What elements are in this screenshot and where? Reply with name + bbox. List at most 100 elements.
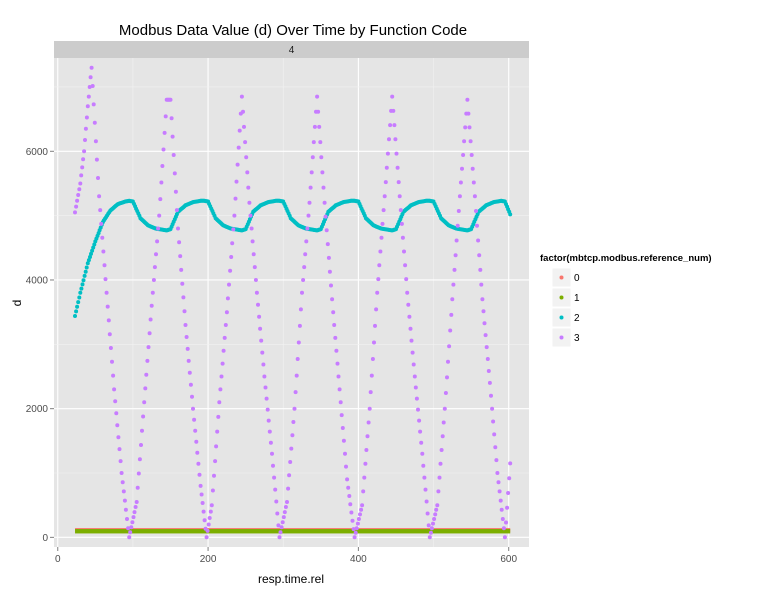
data-point [119,471,124,475]
data-point [270,451,274,456]
data-point [500,517,505,521]
data-point [213,459,218,464]
data-point [91,102,96,107]
facet-strip [54,41,529,58]
data-point [152,265,157,270]
data-point [115,423,120,428]
data-point [375,290,380,295]
data-point [484,345,489,350]
data-point [90,248,95,253]
data-point [195,450,200,455]
data-point [332,323,337,327]
data-point [306,213,311,218]
data-point [417,418,422,423]
data-point [372,340,376,345]
data-point [348,502,353,507]
data-point [137,457,142,462]
data-point [355,521,360,526]
data-point [403,263,408,268]
legend-swatch [559,295,564,300]
data-point [81,157,86,162]
data-point [200,501,205,505]
data-point [275,511,280,516]
data-point [185,346,190,351]
data-point [90,84,95,88]
data-point [172,171,177,176]
data-point [105,304,110,309]
data-point [283,505,288,509]
data-point [344,464,348,469]
data-point [143,386,148,391]
data-point [416,407,420,412]
legend-label: 3 [574,333,580,344]
data-point [76,300,81,305]
data-point [345,477,350,482]
data-point [305,226,310,231]
data-point [278,530,283,535]
data-point [100,235,105,240]
data-point [74,309,79,314]
data-point [108,346,113,350]
data-point [367,406,372,411]
data-point [460,166,464,171]
data-point [173,189,178,194]
data-point [362,475,367,480]
data-point [337,387,342,392]
data-point [134,500,139,504]
data-point [194,439,199,444]
data-point [395,165,400,170]
data-point [394,151,399,156]
data-point [349,510,354,515]
legend-item-2: 2 [551,307,580,328]
data-point [101,249,106,254]
data-point [426,523,431,528]
data-point [316,109,321,114]
data-point [480,297,485,302]
data-point [74,204,79,209]
legend-swatch [559,315,564,320]
data-point [170,134,175,139]
data-point [498,498,503,503]
data-point [86,258,91,263]
data-point [341,438,346,443]
data-point [201,509,206,514]
data-point [310,155,315,160]
data-point [356,517,361,521]
data-point [178,254,183,259]
data-point [205,528,210,533]
data-point [129,525,134,530]
data-point [412,374,417,379]
data-point [231,227,236,232]
data-point [216,414,221,419]
data-point [169,116,174,121]
data-point [285,500,289,504]
data-point [469,153,474,157]
data-point [229,255,234,259]
legend: factor(mbtcp.modbus.reference_num) 0 1 2 3 [540,253,712,348]
y-axis-label: d [10,300,24,307]
data-point [352,535,357,540]
data-point [410,350,415,355]
data-point [296,340,301,345]
data-point [420,451,425,456]
data-point [327,269,332,274]
data-point [499,507,504,512]
data-point [260,350,265,355]
data-point [391,108,396,113]
data-point [479,282,484,287]
data-point [359,507,364,512]
data-point [222,335,227,340]
data-point [177,240,182,245]
data-point [88,75,93,80]
data-point [122,498,127,503]
data-point [79,286,84,291]
data-point [221,348,226,353]
data-point [268,440,273,445]
data-point [128,530,133,535]
data-point [146,345,151,350]
data-point [279,525,284,530]
data-point [230,241,235,246]
data-point [271,463,275,468]
data-point [97,194,102,199]
